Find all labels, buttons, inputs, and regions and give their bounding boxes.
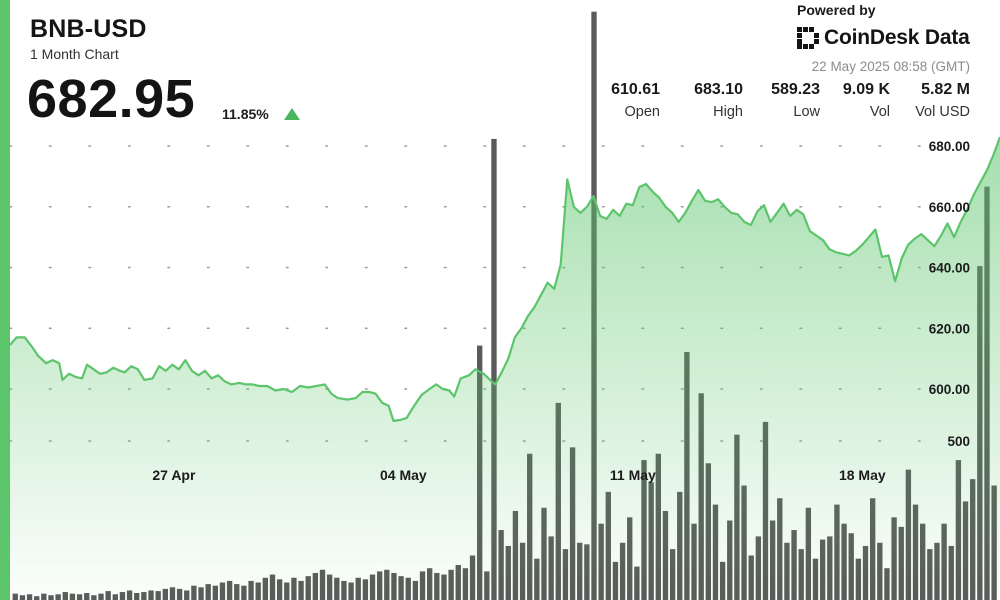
stat-open-label: Open: [624, 104, 660, 120]
volume-tick-label: 500: [947, 434, 970, 449]
triangle-up-icon: [284, 108, 300, 120]
symbol-title: BNB-USD: [30, 15, 147, 43]
y-tick-label: 660.00: [929, 200, 970, 215]
x-tick-label: 11 May: [610, 467, 656, 483]
x-tick-label: 04 May: [380, 467, 427, 483]
accent-bar: [0, 0, 10, 600]
period-label: 1 Month Chart: [30, 46, 119, 62]
y-tick-label: 680.00: [929, 139, 970, 154]
current-price: 682.95: [27, 69, 196, 129]
stat-high: 683.10 High: [679, 80, 743, 124]
powered-by-label: Powered by: [797, 2, 876, 18]
y-tick-label: 600.00: [929, 382, 970, 397]
coindesk-logo-text: CoinDesk Data: [824, 26, 970, 49]
stat-vol-usd-label: Vol USD: [915, 104, 970, 120]
timestamp: 22 May 2025 08:58 (GMT): [811, 59, 970, 74]
y-tick-label: 620.00: [929, 321, 970, 336]
stat-vol-label: Vol: [869, 104, 890, 120]
price-change-percent: 11.85%: [222, 106, 269, 122]
stat-low-value: 589.23: [771, 81, 820, 98]
price-area: [10, 137, 1000, 600]
x-tick-label: 27 Apr: [152, 467, 196, 483]
stat-low: 589.23 Low: [756, 80, 820, 124]
stat-high-value: 683.10: [694, 81, 743, 98]
stat-open: 610.61 Open: [600, 80, 660, 124]
volume-bar: [491, 138, 497, 600]
x-tick-label: 18 May: [839, 467, 886, 483]
coindesk-logo-icon: [797, 27, 819, 49]
stat-open-value: 610.61: [611, 81, 660, 98]
price-line: [9, 136, 1000, 422]
coindesk-logo[interactable]: CoinDesk Data: [797, 26, 970, 50]
y-tick-label: 640.00: [929, 261, 970, 276]
stat-vol: 9.09 K Vol: [830, 80, 890, 124]
stat-vol-value: 9.09 K: [842, 81, 890, 98]
stat-high-label: High: [713, 104, 743, 120]
stat-vol-usd-value: 5.82 M: [921, 81, 970, 98]
stat-vol-usd: 5.82 M Vol USD: [900, 80, 970, 124]
stat-low-label: Low: [793, 104, 820, 120]
